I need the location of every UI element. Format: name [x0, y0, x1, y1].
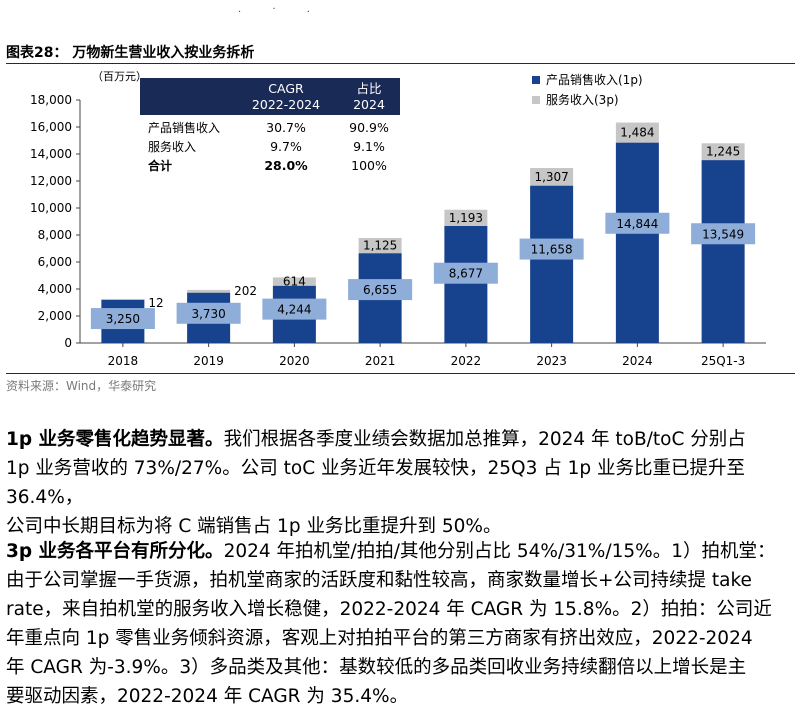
- inset-table-row-label: 服务收入: [148, 139, 196, 154]
- legend-label: 服务收入(3p): [546, 92, 619, 107]
- data-label-3p: 1,125: [363, 239, 397, 253]
- y-tick-label: 4,000: [38, 282, 72, 296]
- paragraph-3p-line-6: 要驱动因素，2022-2024 年 CAGR 为 35.4%。: [6, 686, 409, 707]
- data-label-3p: 1,193: [449, 211, 483, 225]
- inset-table-header: 2024: [353, 97, 385, 112]
- bar-3p: [530, 167, 574, 186]
- y-tick-label: 12,000: [30, 174, 72, 188]
- x-tick-label: 2022: [451, 354, 482, 368]
- data-label-3p: 1,307: [534, 170, 568, 184]
- data-label-1p: 3,730: [191, 307, 225, 321]
- figure-source: 资料来源：Wind，华泰研究: [6, 379, 157, 393]
- header-marks: . · .: [238, 4, 324, 15]
- paragraph-1p: 1p 业务零售化趋势显著。我们根据各季度业绩会数据加总推算，2024 年 toB…: [6, 425, 800, 541]
- bar-3p: [272, 277, 316, 286]
- data-label-3p: 1,484: [620, 126, 654, 140]
- inset-table-row-label: 产品销售收入: [148, 120, 220, 135]
- inset-table-cagr: 28.0%: [264, 158, 308, 173]
- data-label-3p: 202: [234, 284, 257, 298]
- data-label-1p: 6,655: [363, 283, 397, 297]
- y-tick-label: 2,000: [38, 309, 72, 323]
- inset-table-cagr: 9.7%: [270, 139, 302, 154]
- inset-table-header: 占比: [356, 81, 381, 96]
- bar-3p: [101, 298, 145, 300]
- inset-table-header-bg: [140, 78, 400, 115]
- paragraph-1p-line-2: 1p 业务营收的 73%/27%。公司 toC 业务近年发展较快，25Q3 占 …: [6, 458, 746, 508]
- paragraph-1p-line-1: 1p 业务零售化趋势显著。我们根据各季度业绩会数据加总推算，2024 年 toB…: [6, 425, 800, 454]
- inset-table-header: CAGR: [268, 81, 304, 96]
- paragraph-3p-lead: 3p 业务各平台有所分化。: [6, 541, 224, 562]
- legend-label: 产品销售收入(1p): [546, 72, 643, 87]
- x-tick-label: 2018: [108, 354, 139, 368]
- bar-1p: [530, 185, 574, 343]
- y-unit-label: （百万元）: [92, 70, 147, 83]
- legend-swatch: [532, 76, 540, 84]
- data-label-1p: 4,244: [277, 303, 311, 317]
- paragraph-3p-line-1: 3p 业务各平台有所分化。2024 年拍机堂/拍拍/其他分别占比 54%/31%…: [6, 537, 800, 566]
- data-label-box-1p: [433, 262, 498, 284]
- bar-3p: [701, 143, 745, 161]
- x-tick-label: 2023: [536, 354, 567, 368]
- paragraph-3p-line-5: 年 CAGR 为-3.9%。3）多品类及其他：基数较低的多品类回收业务持续翻倍以…: [6, 657, 747, 678]
- paragraph-3p-line-2: 由于公司掌握一手货源，拍机堂商家的活跃度和黏性较高，商家数量增长+公司持续提 t…: [6, 570, 752, 591]
- stacked-bar-chart: （百万元） 0 2,000 4,000 6,000 8,000 10,000 12,000 14…: [30, 70, 766, 368]
- paragraph-1p-lead: 1p 业务零售化趋势显著。: [6, 429, 224, 450]
- data-label-box-1p: [348, 279, 413, 301]
- figure-bottom-rule: [6, 373, 795, 374]
- inset-table-header: 2022-2024: [252, 97, 320, 112]
- inset-table-row-label: 合计: [148, 158, 172, 173]
- data-label-3p: 614: [283, 275, 306, 289]
- data-label-3p: 12: [148, 296, 163, 310]
- bar-3p: [187, 289, 231, 293]
- data-label-box-1p: [176, 302, 241, 324]
- paragraph-1p-line-3: 公司中长期目标为将 C 端销售占 1p 业务比重提升到 50%。: [6, 516, 502, 537]
- data-label-box-1p: [262, 298, 327, 320]
- y-tick-label: 10,000: [30, 201, 72, 215]
- bar-3p: [358, 237, 402, 254]
- data-label-1p: 13,549: [702, 227, 744, 241]
- data-label-3p: 1,245: [706, 145, 740, 159]
- x-tick-label: 2024: [622, 354, 653, 368]
- x-tick-label: 25Q1-3: [701, 354, 745, 368]
- bar-3p: [615, 122, 659, 143]
- data-label-1p: 11,658: [531, 243, 573, 257]
- y-tick-label: 18,000: [30, 93, 72, 107]
- chart-layer: （百万元） 0 2,000 4,000 6,000 8,000 10,000 12,000 14…: [30, 70, 766, 368]
- paragraph-3p-line-4: 年重点向 1p 零售业务倾斜资源，客观上对拍拍平台的第三方商家有挤出效应，202…: [6, 628, 753, 649]
- figure-title: 图表28： 万物新生营业收入按业务拆析: [6, 45, 255, 61]
- data-label-1p: 14,844: [616, 217, 658, 231]
- legend-swatch: [532, 96, 540, 104]
- data-label-1p: 8,677: [449, 267, 483, 281]
- inset-table-cagr: 30.7%: [266, 120, 306, 135]
- bar-1p: [701, 160, 745, 343]
- paragraph-1p-text: 我们根据各季度业绩会数据加总推算，2024 年 toB/toC 分别占: [223, 429, 746, 450]
- paragraph-3p-line-3: rate，来自拍机堂的服务收入增长稳健，2022-2024 年 CAGR 为 1…: [6, 599, 772, 620]
- y-tick-label: 6,000: [38, 255, 72, 269]
- y-tick-label: 8,000: [38, 228, 72, 242]
- x-tick-label: 2019: [193, 354, 224, 368]
- y-tick-label: 0: [64, 336, 72, 350]
- bar-1p: [444, 225, 488, 343]
- y-tick-label: 16,000: [30, 120, 72, 134]
- data-label-box-1p: [691, 223, 756, 245]
- inset-table-share: 9.1%: [353, 139, 385, 154]
- x-tick-label: 2021: [365, 354, 396, 368]
- paragraph-3p-text: 2024 年拍机堂/拍拍/其他分别占比 54%/31%/15%。1）拍机堂：: [223, 541, 776, 562]
- data-label-box-1p: [519, 238, 584, 260]
- figure-top-rule: [6, 63, 795, 64]
- paragraph-3p: 3p 业务各平台有所分化。2024 年拍机堂/拍拍/其他分别占比 54%/31%…: [6, 537, 800, 711]
- data-label-box-1p: [605, 212, 670, 234]
- inset-table-share: 100%: [351, 158, 387, 173]
- y-tick-label: 14,000: [30, 147, 72, 161]
- bar-3p: [444, 209, 488, 226]
- data-label-box-1p: [90, 308, 155, 330]
- data-label-1p: 3,250: [106, 312, 140, 326]
- x-tick-label: 2020: [279, 354, 310, 368]
- inset-table-share: 90.9%: [349, 120, 389, 135]
- bar-1p: [615, 142, 659, 343]
